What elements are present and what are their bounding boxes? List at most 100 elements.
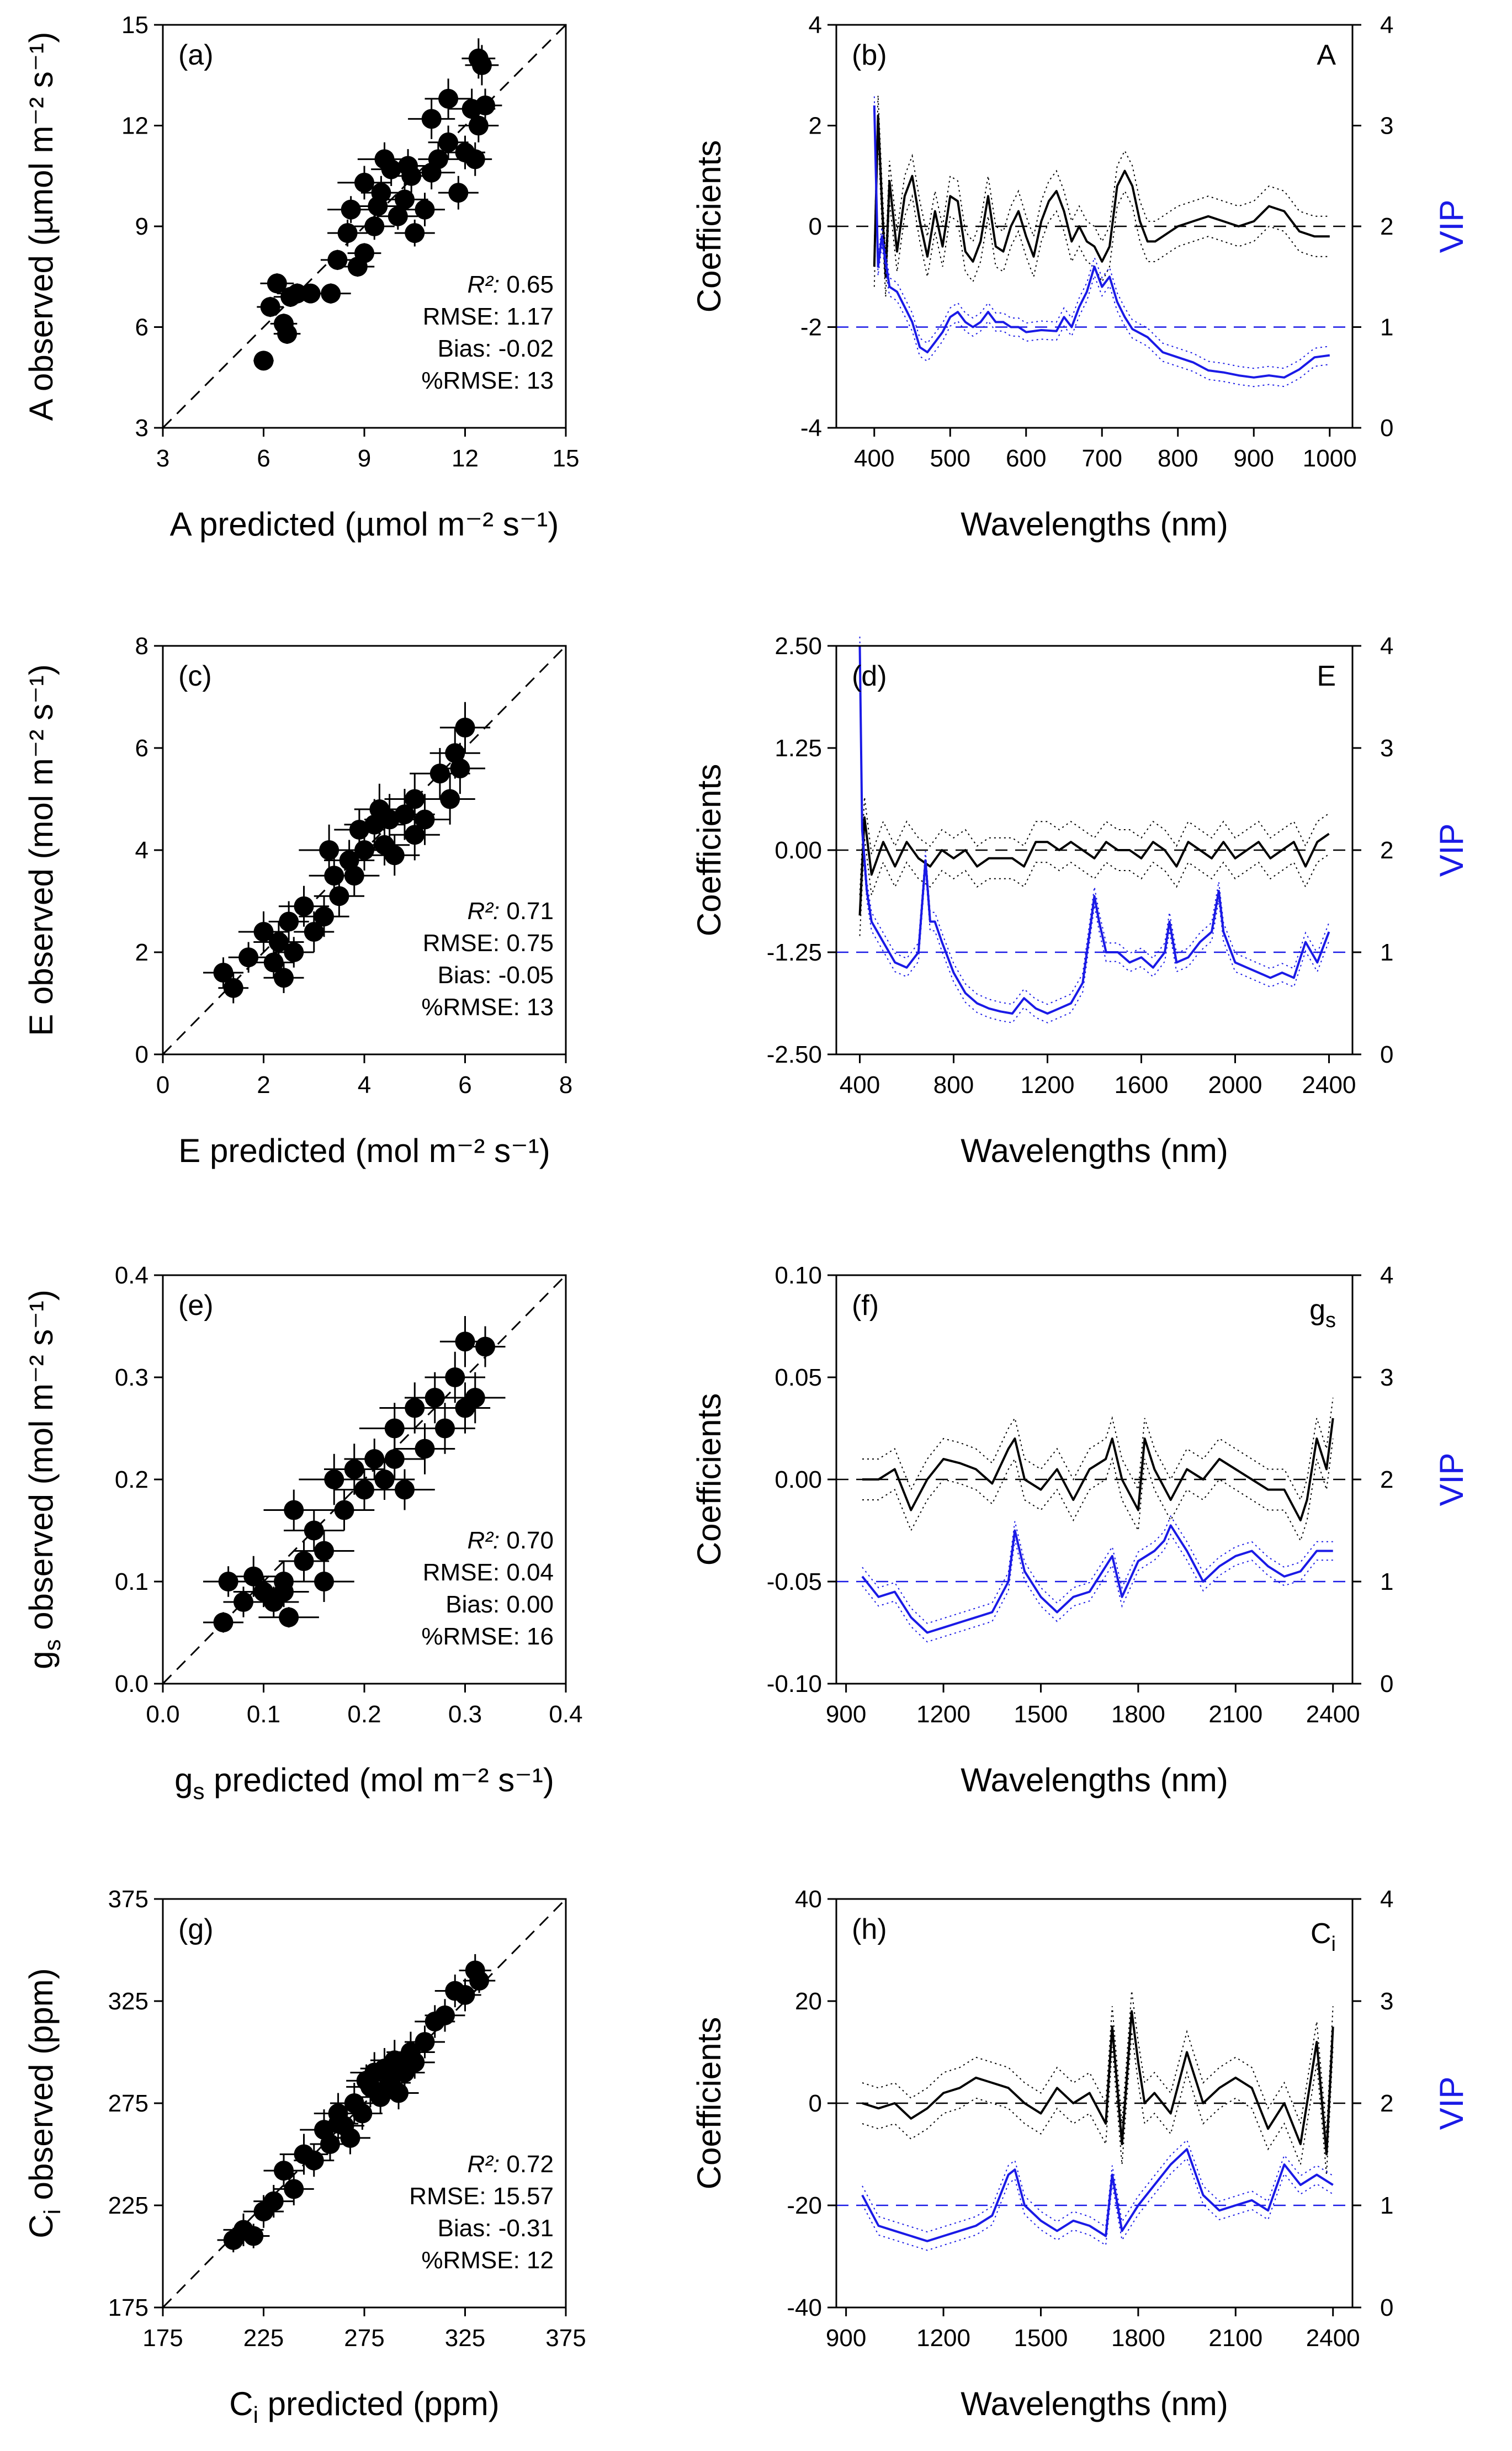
data-point [468,88,502,123]
stat-r2-value: 0.65 [500,271,554,298]
point-marker [440,789,460,809]
data-point [318,2107,359,2140]
data-point [263,962,304,993]
x-tick-label: 12 [452,445,479,472]
point-marker [319,840,339,860]
point-marker [284,1500,304,1520]
stat-rmse-value: 15.57 [486,2183,554,2210]
y-axis-title: Coefficients [691,2017,728,2189]
y2-tick-label: 1 [1380,1568,1393,1595]
coefficient-series-line [858,816,1330,916]
y-tick-label: 4 [135,837,148,864]
data-point [388,149,428,183]
point-marker [405,1398,425,1418]
point-marker [328,2114,348,2134]
x-tick-label: 8 [559,1071,572,1099]
point-marker [243,2226,264,2246]
point-marker [284,2179,304,2199]
point-marker [384,1449,405,1469]
data-point [203,1612,243,1633]
x-tick-label: 3 [156,445,169,472]
y-tick-label: -2 [800,314,822,341]
data-point [218,973,249,1004]
point-marker [279,1607,299,1627]
y-axis-title-text: A observed (µmol m⁻² s⁻¹) [23,32,60,421]
y2-axis-title-text: VIP [1433,1453,1470,1506]
data-point [415,2005,455,2038]
point-marker [321,283,341,304]
data-point [268,901,309,942]
point-marker [304,2150,324,2171]
point-marker [324,1469,344,1489]
y2-axis-title: VIP [1433,1453,1470,1506]
point-marker [395,189,415,210]
data-point [294,2144,335,2177]
coefficient-series-line [862,1418,1334,1521]
stat-rmse: RMSE: 0.04 [423,1559,554,1586]
x-tick-label: 2400 [1306,1701,1360,1728]
x-tick-label: 600 [1006,445,1046,472]
stat-r2-label: R²: [467,898,500,925]
line-panel-5: 900 1200 1500 1800 2100 2400 -0.10 -0.05 0.00 0.0… [691,1262,1470,1799]
data-point [273,2172,314,2205]
x-tick-label: 0.0 [146,1701,179,1728]
stat-prmse-value: 13 [520,994,554,1021]
point-marker [284,942,304,962]
x-axis-title-rest: predicted (mol m⁻² s⁻¹) [204,1762,554,1799]
point-marker [354,243,374,263]
y-tick-label: 375 [108,1886,148,1913]
x-tick-label: 400 [854,445,894,472]
data-point [374,1469,435,1510]
y2-tick-label: 2 [1380,213,1393,240]
point-marker [415,199,435,220]
y-axis-title-sub: s [39,1640,65,1651]
vip-upper-ci [862,1515,1333,1624]
point-marker [253,351,274,371]
x-tick-label: 800 [1158,445,1198,472]
x-axis-title-text: Wavelengths (nm) [961,2385,1228,2422]
stat-rmse: RMSE: 15.57 [409,2183,554,2210]
panel-label: (f) [852,1290,879,1322]
x-axis-title-text: Ci predicted (ppm) [229,2385,500,2428]
data-point [253,351,274,371]
y-tick-label: 275 [108,2090,148,2117]
y-tick-label: 0.2 [115,1466,148,1493]
panel-label: (b) [852,39,887,71]
stat-rmse-label: RMSE: [423,1559,500,1586]
x-axis-title-text: Wavelengths (nm) [961,506,1228,543]
stat-prmse-value: 16 [520,1623,554,1650]
point-marker [304,1520,324,1541]
data-point [354,783,405,835]
stat-rmse: RMSE: 1.17 [423,303,554,330]
point-marker [435,1418,455,1439]
data-point [461,38,496,79]
data-point [369,835,420,876]
stat-r2: R²: 0.70 [467,1527,554,1554]
corner-label-base: C [1311,1918,1331,1950]
y-tick-label: 325 [108,1988,148,2015]
x-tick-label: 1200 [1021,1071,1075,1099]
data-point [320,250,354,270]
y-tick-label: 0.3 [115,1364,148,1391]
x-tick-label: 1800 [1111,1701,1165,1728]
point-marker [274,1582,294,1602]
data-point [439,702,491,754]
line-panel-3: 400 800 1200 1600 2000 2400 -2.50 -1.25 0.00 1.25… [691,633,1470,1169]
vip-lower-ci [873,114,1330,388]
stat-prmse: %RMSE: 16 [421,1623,554,1650]
y-tick-label: 0.05 [774,1364,822,1391]
panel-label: (h) [852,1913,887,1945]
y-tick-label: -20 [787,2192,822,2219]
point-marker [405,2052,425,2072]
x-tick-label: 1200 [916,1701,970,1728]
stat-bias-value: 0.00 [500,1591,554,1618]
x-axis-title: Ci predicted (ppm) [229,2385,500,2428]
point-marker [268,932,289,952]
y2-tick-label: 1 [1380,2192,1393,2219]
point-marker [340,2128,360,2148]
data-point [257,296,284,317]
data-point [357,193,398,220]
point-marker [354,1479,374,1500]
scatter-panel-4: 0.0 0.1 0.2 0.3 0.4 0.0 0.1 0.2 0.3 0.4 (e) R²: 0.7… [23,1262,583,1804]
point-marker [277,323,298,344]
